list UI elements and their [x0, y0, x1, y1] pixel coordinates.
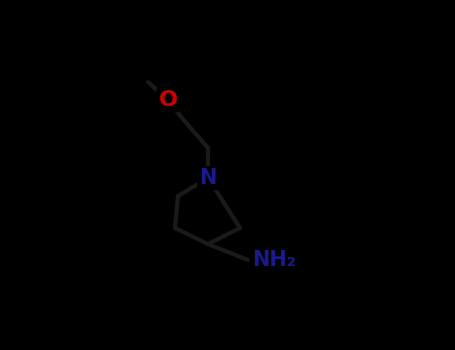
- Text: NH₂: NH₂: [252, 250, 296, 270]
- Text: O: O: [158, 90, 177, 110]
- Text: N: N: [199, 168, 217, 188]
